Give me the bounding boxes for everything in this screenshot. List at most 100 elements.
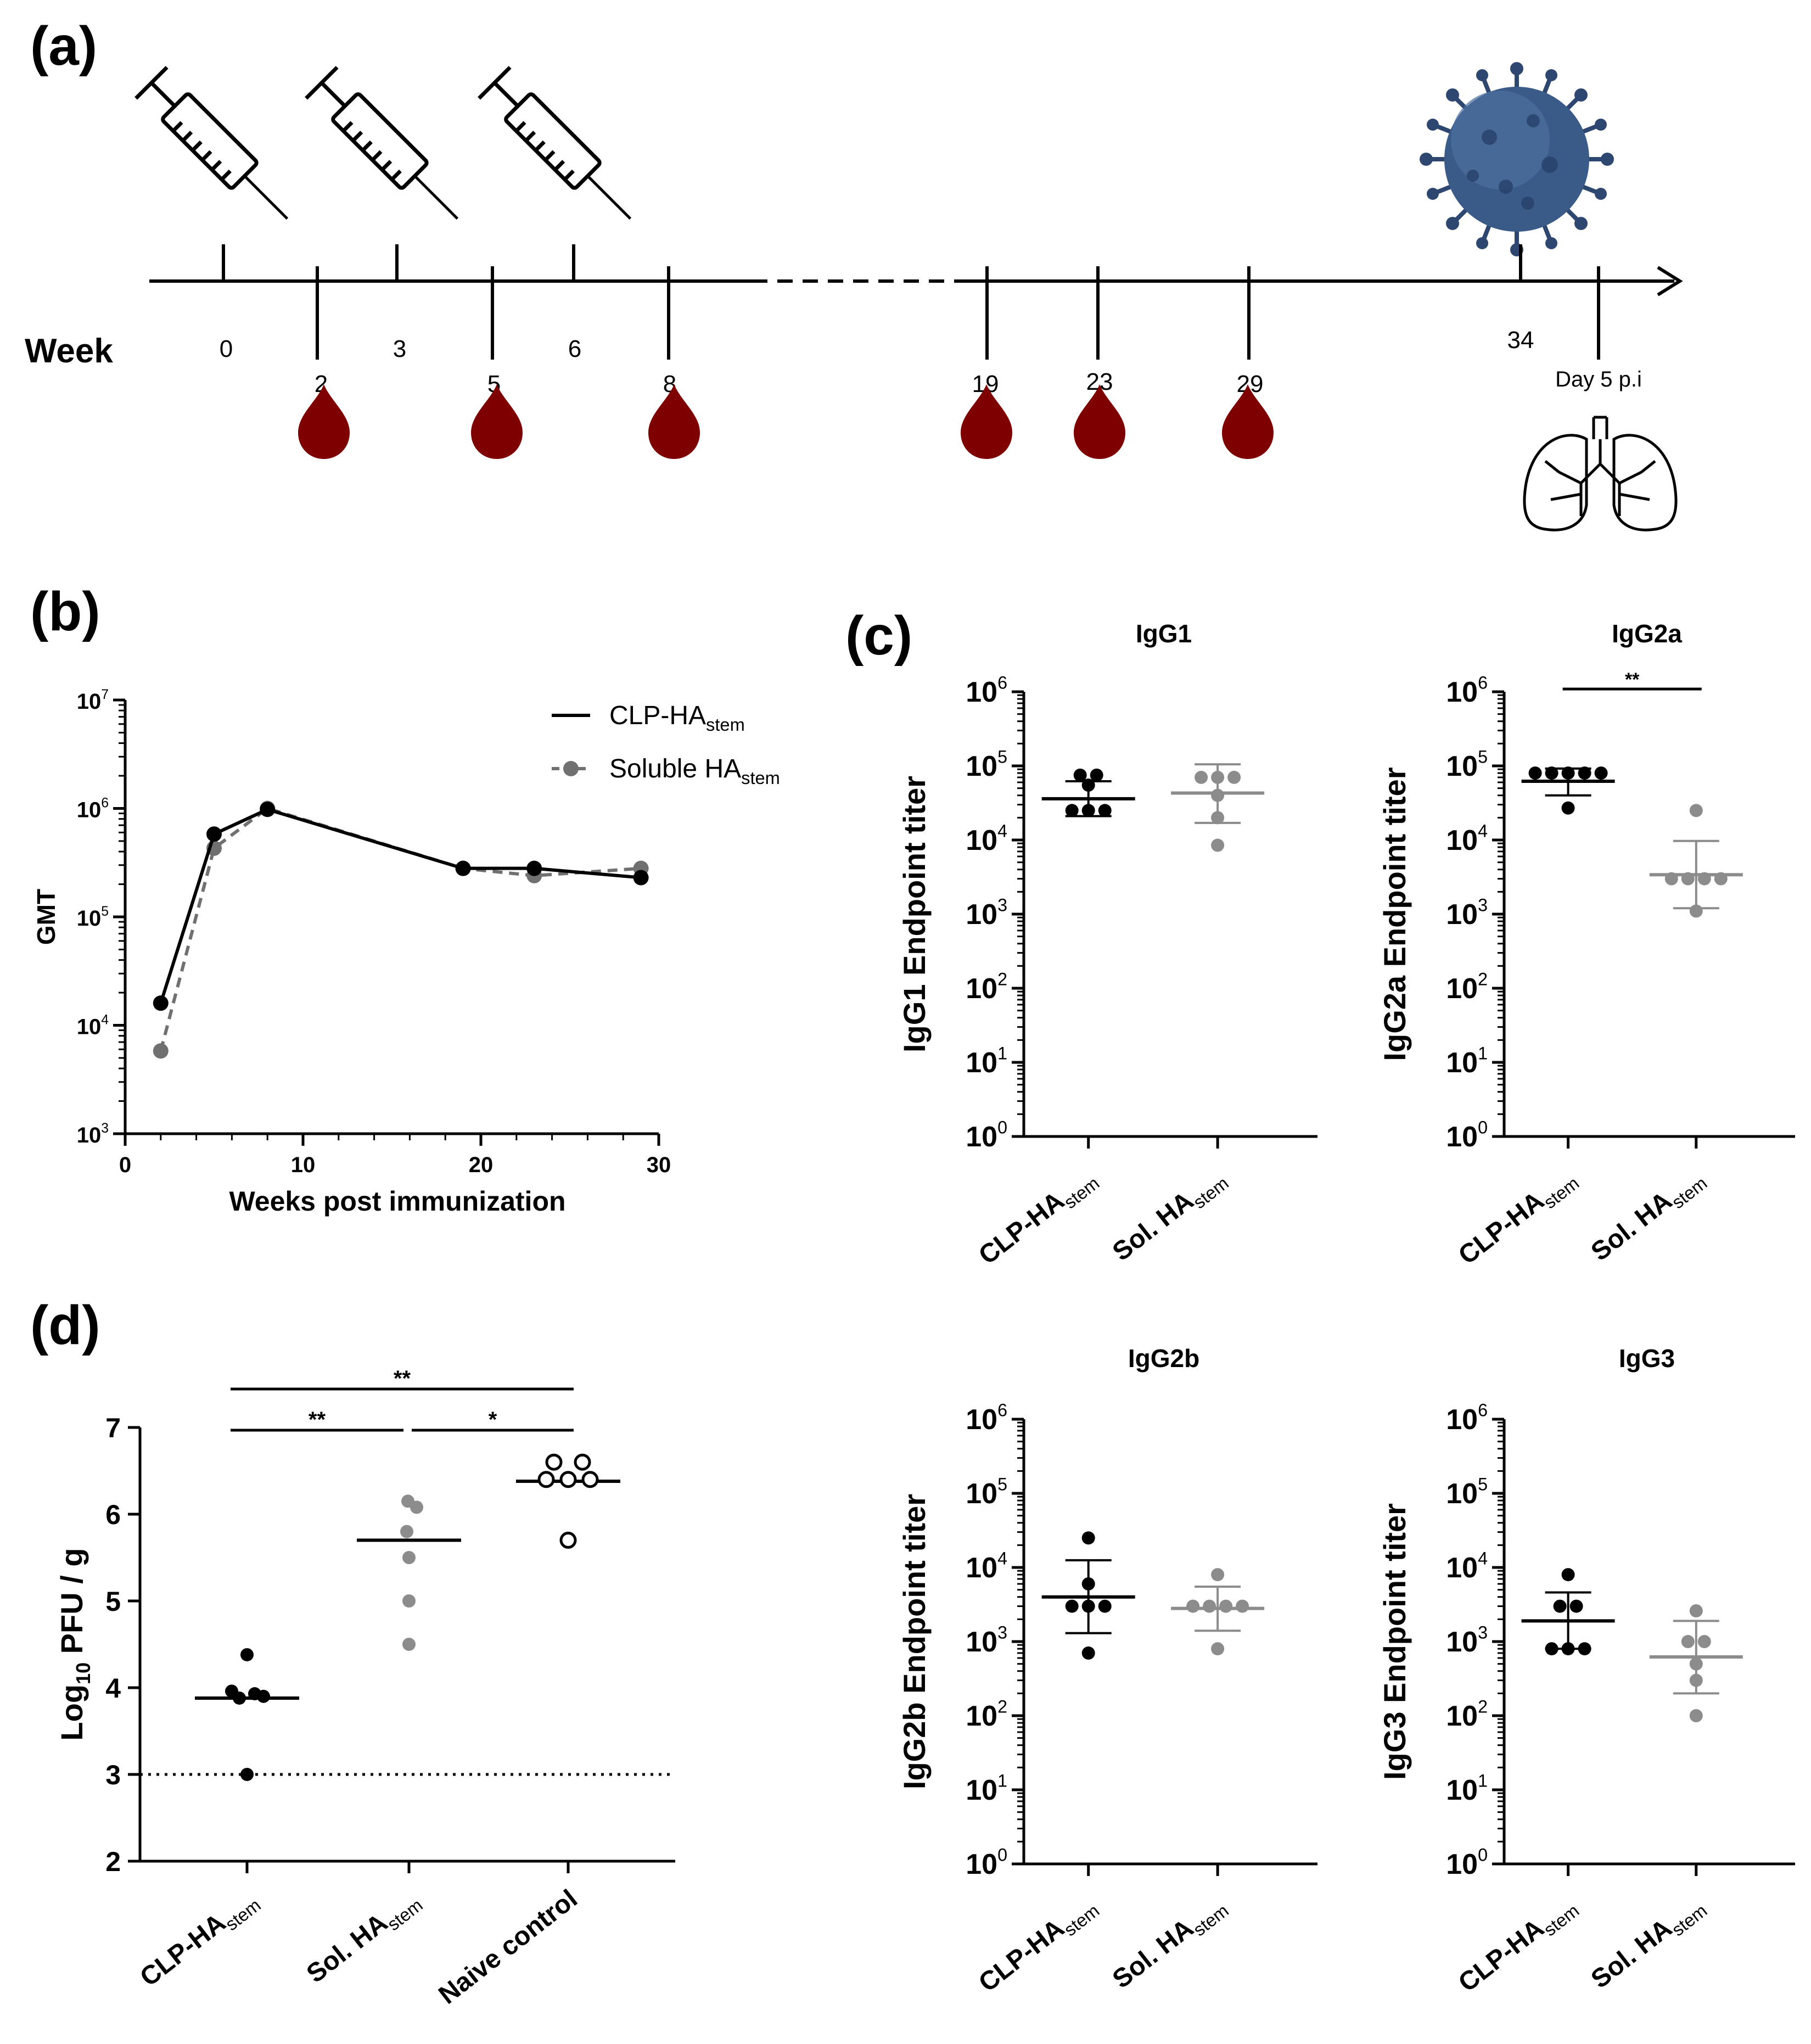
- data-point: [1689, 1673, 1703, 1687]
- data-point: [233, 1691, 246, 1705]
- y-tick-label: 100: [966, 1118, 1007, 1153]
- y-tick-label: 103: [1446, 1623, 1488, 1658]
- x-tick-label: 10: [291, 1153, 316, 1177]
- y-tick-label: 102: [966, 1697, 1007, 1732]
- panel-c-label: (c): [845, 605, 912, 667]
- panel-b-label: (b): [30, 581, 100, 642]
- data-point: [1689, 1604, 1703, 1617]
- chart-lung-viral-titer: 2 3 4 5 6 7 Log10 PFU / g CLP-HAstem Sol. HAstem…: [54, 1367, 675, 2010]
- x-tick-label: Naive control: [434, 1884, 583, 2010]
- y-tick-label: 103: [77, 1121, 109, 1147]
- y-tick-label: 5: [105, 1586, 121, 1617]
- data-point: [455, 860, 471, 876]
- syringe-icon: [134, 66, 289, 220]
- data-point: [1081, 1531, 1095, 1545]
- arrow-icon: [1657, 266, 1683, 296]
- y-tick-label: 104: [77, 1013, 109, 1039]
- x-tick-label: Sol. HAstem: [301, 1884, 427, 1992]
- data-point: [402, 1638, 416, 1651]
- data-point: [1186, 1599, 1200, 1613]
- data-point: [402, 1594, 416, 1608]
- blood-drop-icon: [648, 384, 700, 459]
- data-point: [537, 1471, 555, 1488]
- data-point: [153, 995, 169, 1011]
- data-point: [1545, 766, 1558, 780]
- y-tick-label: 106: [1446, 1401, 1488, 1436]
- data-point: [1236, 1599, 1249, 1613]
- y-tick-label: 107: [77, 687, 109, 714]
- week-tick-label: 34: [1507, 327, 1534, 354]
- y-tick-label: 103: [966, 895, 1007, 931]
- endpoint-label: Day 5 p.i: [1555, 367, 1642, 391]
- panel-c: (c) IgG1 100 101 102 103 104 105 106 IgG1 Endpoi…: [845, 605, 1795, 2001]
- lungs-icon: [1523, 416, 1678, 531]
- chart-igg1: IgG1 100 101 102 103 104 105 106 IgG1 Endpoint t…: [897, 619, 1317, 1274]
- y-tick-label: 102: [966, 970, 1007, 1005]
- week-tick-label: 3: [393, 335, 406, 362]
- y-axis-label: IgG1 Endpoint titer: [897, 776, 932, 1052]
- data-point: [1211, 770, 1225, 784]
- data-point: [1578, 1642, 1591, 1656]
- data-point: [1211, 788, 1225, 802]
- x-tick-label: Sol. HAstem: [1586, 1162, 1711, 1270]
- y-tick-label: 103: [1446, 895, 1488, 931]
- y-tick-label: 104: [1446, 821, 1488, 856]
- data-point: [1081, 804, 1095, 817]
- y-tick-label: 106: [1446, 673, 1488, 708]
- data-point: [1211, 1642, 1225, 1656]
- y-tick-label: 100: [966, 1845, 1007, 1880]
- y-tick-label: 106: [77, 796, 109, 822]
- data-point: [1664, 872, 1678, 886]
- y-tick-label: 102: [1446, 970, 1488, 1005]
- x-tick-label: Sol. HAstem: [1107, 1162, 1232, 1270]
- data-point: [1203, 1599, 1216, 1613]
- data-point: [1211, 838, 1225, 852]
- data-point: [1714, 872, 1728, 886]
- data-point: [1528, 766, 1542, 780]
- chart-title: IgG1: [1136, 619, 1192, 648]
- data-point: [1697, 1635, 1711, 1648]
- y-tick-label: 101: [1446, 1771, 1488, 1806]
- data-point: [1689, 1709, 1703, 1722]
- significance-label: **: [309, 1408, 326, 1432]
- data-point: [1594, 766, 1608, 780]
- blood-drop-icon: [471, 384, 523, 459]
- data-point: [1553, 1599, 1567, 1613]
- y-tick-label: 105: [77, 904, 109, 931]
- chart-title: IgG3: [1619, 1344, 1675, 1373]
- y-tick-label: 104: [1446, 1549, 1488, 1584]
- data-point: [1561, 1568, 1575, 1582]
- chart-igg2a: IgG2a 100 101 102 103 104 105 106 IgG2a Endpoint…: [1377, 619, 1795, 1270]
- y-tick-label: 100: [1446, 1845, 1488, 1880]
- y-axis-label: Log10 PFU / g: [54, 1548, 94, 1740]
- x-tick-label: Sol. HAstem: [1107, 1890, 1232, 1998]
- blood-drop-icon: [1222, 384, 1274, 459]
- data-point: [1561, 766, 1575, 780]
- data-point: [1065, 1599, 1079, 1613]
- legend-label: CLP-HAstem: [609, 701, 745, 735]
- data-point: [1211, 811, 1225, 825]
- y-tick-label: 105: [966, 1475, 1007, 1510]
- chart-title: IgG2a: [1612, 619, 1682, 648]
- y-tick-label: 103: [966, 1623, 1007, 1658]
- syringe-icon: [478, 66, 632, 220]
- x-tick-label: 0: [119, 1153, 131, 1177]
- data-point: [402, 1551, 416, 1564]
- data-point: [1081, 779, 1095, 792]
- data-point: [1098, 804, 1112, 817]
- panel-d: (d) 2 3 4 5 6 7 Log10 PFU / g CLP-HAstem Sol. HA…: [30, 1295, 675, 2010]
- data-point: [1195, 770, 1208, 784]
- data-point: [574, 1453, 591, 1471]
- data-point: [1689, 904, 1703, 918]
- data-point: [1211, 1568, 1225, 1582]
- data-point: [1681, 1635, 1695, 1648]
- data-point: [1081, 1646, 1095, 1660]
- x-tick-label: 30: [647, 1153, 671, 1177]
- x-tick-label: CLP-HAstem: [1453, 1890, 1583, 2001]
- significance-label: *: [489, 1408, 497, 1432]
- data-point: [1545, 1642, 1558, 1656]
- x-tick-label: CLP-HAstem: [973, 1162, 1103, 1274]
- y-tick-label: 4: [105, 1673, 121, 1704]
- data-point: [1578, 766, 1591, 780]
- syringe-icon: [305, 66, 459, 220]
